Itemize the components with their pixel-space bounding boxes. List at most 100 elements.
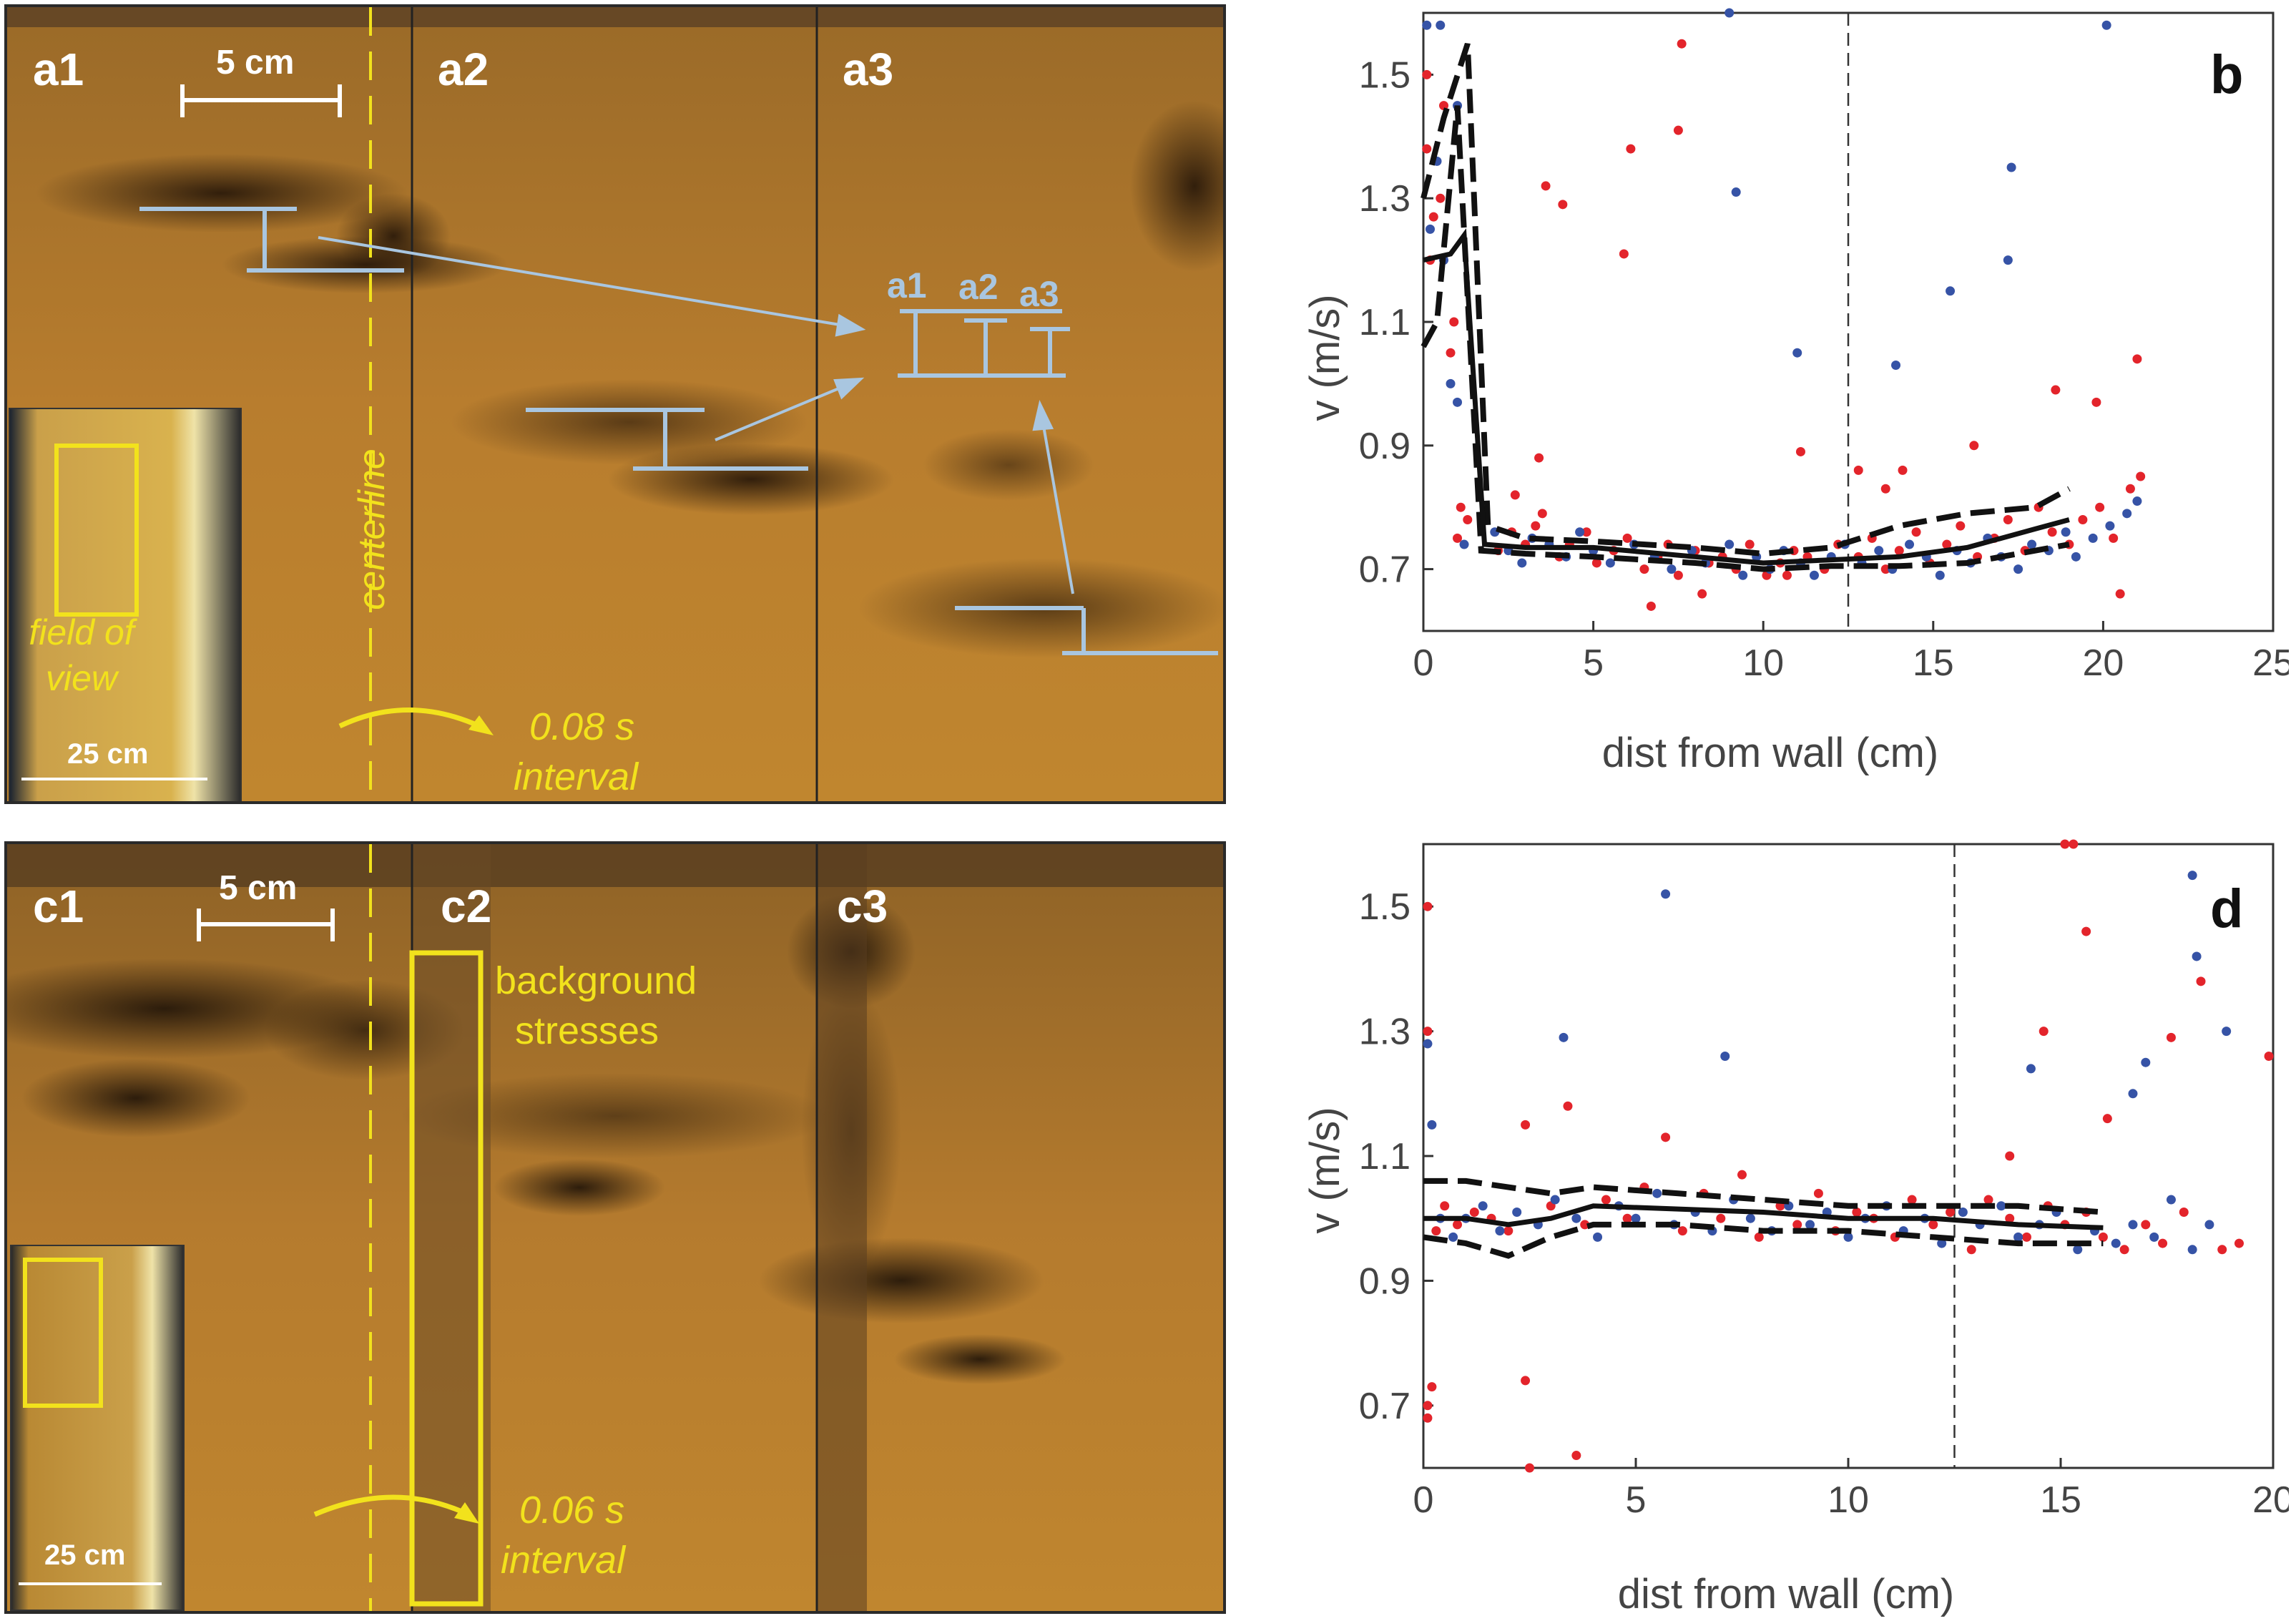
chart-b-point-blue bbox=[2088, 533, 2098, 543]
chart-b-point-red bbox=[1581, 527, 1591, 537]
chart-d-point-blue bbox=[1720, 1051, 1730, 1061]
chart-b-ylabel: v (m/s) bbox=[1302, 294, 1348, 421]
chart-d-fit-upper-line bbox=[1423, 1177, 2104, 1215]
chart-b-point-red bbox=[1639, 564, 1649, 574]
chart-d-point-red bbox=[1813, 1188, 1823, 1198]
chart-d-point-blue bbox=[1593, 1232, 1603, 1242]
chart-d-fit-lower-line bbox=[1423, 1221, 2104, 1259]
chart-b-xtick-label: 5 bbox=[1583, 642, 1604, 684]
chart-d-point-red bbox=[1431, 1226, 1441, 1236]
chart-d-xtick-label: 0 bbox=[1413, 1479, 1434, 1521]
interval-value-a: 0.08 s bbox=[529, 705, 635, 748]
chart-b-xlabel: dist from wall (cm) bbox=[1602, 730, 1938, 776]
chart-b-point-blue bbox=[1792, 348, 1802, 358]
chart-d-point-red bbox=[1503, 1226, 1514, 1236]
chart-b-point-red bbox=[1510, 490, 1520, 500]
chart-d-point-red bbox=[1521, 1120, 1531, 1130]
panel-label-c3: c3 bbox=[837, 881, 888, 932]
chart-d-point-red bbox=[2179, 1207, 2189, 1217]
chart-b-point-red bbox=[1453, 533, 1463, 543]
chart-b-point-blue bbox=[1517, 558, 1527, 568]
interval-arrow-a bbox=[338, 707, 481, 729]
chart-b-point-red bbox=[2136, 471, 2146, 481]
background-label-2: stresses bbox=[515, 1009, 659, 1052]
chart-d-point-blue bbox=[2166, 1195, 2176, 1205]
chart-b-point-blue bbox=[2006, 162, 2016, 172]
chart-d-point-red bbox=[1580, 1220, 1590, 1230]
chart-b-point-blue bbox=[1575, 527, 1585, 537]
chart-b-ytick-label: 0.7 bbox=[1359, 549, 1411, 591]
chart-d-ytick-label: 0.9 bbox=[1359, 1260, 1411, 1302]
chart-b-point-red bbox=[1591, 558, 1601, 568]
chart-b-ytick-label: 1.3 bbox=[1359, 178, 1411, 220]
inset-width-arrow-a bbox=[21, 778, 207, 780]
inset-field-label-a: field of view bbox=[29, 612, 134, 698]
chart-d-point-red bbox=[1521, 1376, 1531, 1386]
chart-d-point-red bbox=[1563, 1101, 1573, 1111]
scale-label-a: 5 cm bbox=[216, 44, 295, 82]
marker-label-a3: a3 bbox=[1019, 274, 1059, 314]
chart-b-point-red bbox=[2078, 514, 2088, 524]
chart-d-point-red bbox=[1525, 1463, 1534, 1473]
chart-d-ytick-label: 1.1 bbox=[1359, 1136, 1411, 1177]
chart-b-point-red bbox=[1853, 465, 1863, 475]
chart-b-point-blue bbox=[2122, 509, 2132, 519]
interval-word-a: interval bbox=[514, 755, 639, 798]
chart-b-point-red bbox=[1626, 144, 1636, 154]
chart-d-point-red bbox=[2217, 1245, 2227, 1255]
chart-b-point-red bbox=[1894, 546, 1904, 556]
chart-b-point-red bbox=[1697, 589, 1707, 599]
marker-label-a2: a2 bbox=[958, 267, 999, 307]
chart-b-point-red bbox=[1880, 484, 1890, 494]
chart-d-point-blue bbox=[1652, 1188, 1662, 1198]
chart-d-point-red bbox=[1427, 1382, 1437, 1392]
chart-d-point-blue bbox=[1495, 1226, 1505, 1236]
chart-d-point-blue bbox=[1843, 1232, 1853, 1242]
chart-d-point-red bbox=[1754, 1232, 1764, 1242]
inset-field-box-a bbox=[54, 444, 139, 617]
chart-d-point-red bbox=[2158, 1238, 2168, 1248]
chart-b-xtick-label: 20 bbox=[2082, 642, 2124, 684]
chart-b-point-blue bbox=[2003, 255, 2013, 265]
chart-d-point-blue bbox=[2141, 1057, 2151, 1067]
chart-b-point-red bbox=[1677, 39, 1687, 49]
photo-c-graphic bbox=[7, 844, 1223, 1611]
chart-d-panel-label: d bbox=[2210, 878, 2243, 939]
chart-d-point-blue bbox=[1745, 1213, 1755, 1223]
chart-b-point-red bbox=[2051, 385, 2061, 395]
chart-d-point-red bbox=[1661, 1132, 1671, 1142]
chart-d-point-blue bbox=[1805, 1220, 1815, 1230]
chart-b-point-red bbox=[2095, 502, 2105, 512]
chart-d-point-red bbox=[1792, 1220, 1802, 1230]
chart-d-plot: 0 5 10 15 20 0.7 0.9 1.1 1.3 1.5 bbox=[1359, 839, 2289, 1521]
chart-b-point-red bbox=[1537, 509, 1547, 519]
chart-b-point-red bbox=[1969, 441, 1979, 451]
chart-d-point-blue bbox=[1550, 1195, 1560, 1205]
chart-b-point-blue bbox=[1426, 224, 1436, 234]
chart-b-xtick-label: 15 bbox=[1913, 642, 1954, 684]
chart-d-point-blue bbox=[1478, 1201, 1488, 1211]
chart-b-point-blue bbox=[1453, 397, 1463, 407]
chart-d-point-red bbox=[1423, 901, 1433, 911]
chart-b-point-red bbox=[1795, 446, 1805, 456]
chart-b-point-red bbox=[1422, 144, 1432, 154]
chart-b-point-red bbox=[1622, 533, 1632, 543]
chart-b-point-red bbox=[2125, 484, 2135, 494]
chart-d-point-red bbox=[1966, 1245, 1976, 1255]
chart-d-point-red bbox=[1440, 1201, 1450, 1211]
scale-bar-a bbox=[180, 84, 342, 117]
chart-d-point-blue bbox=[1661, 889, 1671, 899]
chart-b-point-red bbox=[1534, 453, 1544, 463]
chart-d-point-blue bbox=[1512, 1207, 1522, 1217]
panel-label-a3: a3 bbox=[843, 44, 894, 95]
chart-d-point-red bbox=[1423, 1401, 1433, 1411]
chart-b-point-red bbox=[1911, 527, 1921, 537]
chart-b: v (m/s) dist from wall (cm) 0 5 10 15 20 25 0.… bbox=[1302, 8, 2289, 776]
chart-b-point-blue bbox=[1446, 378, 1456, 388]
chart-d-point-blue bbox=[2149, 1232, 2159, 1242]
chart-d-xtick-label: 10 bbox=[1828, 1479, 1869, 1521]
chart-d-point-red bbox=[2039, 1027, 2049, 1037]
chart-b-point-blue bbox=[2105, 521, 2115, 531]
chart-d-point-blue bbox=[2073, 1245, 2083, 1255]
chart-b-point-red bbox=[2047, 527, 2057, 537]
